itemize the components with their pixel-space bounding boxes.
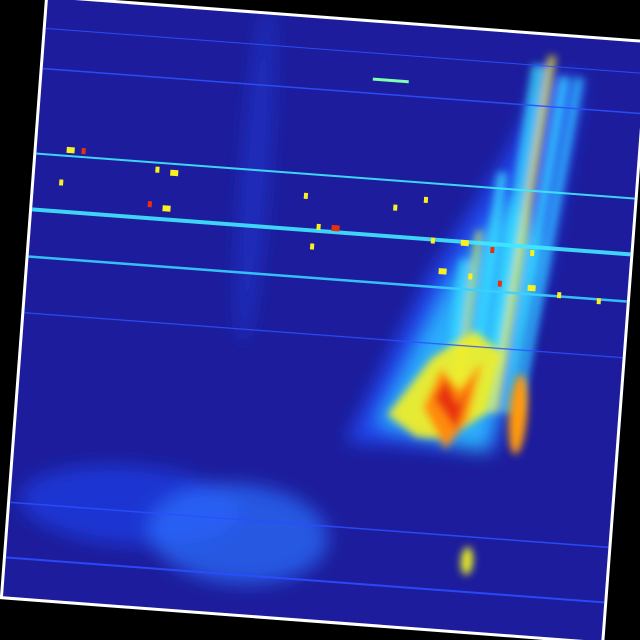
horizontal-line xyxy=(31,207,631,257)
data-marker xyxy=(596,298,602,305)
data-marker xyxy=(527,284,536,292)
vertical-streak xyxy=(489,55,557,413)
horizontal-line xyxy=(45,27,640,74)
horizontal-line xyxy=(5,556,605,604)
data-marker xyxy=(170,169,179,177)
data-marker xyxy=(497,280,503,287)
data-marker xyxy=(155,166,160,173)
horizontal-line xyxy=(28,255,627,303)
data-marker xyxy=(81,147,86,155)
data-marker xyxy=(468,273,473,280)
data-marker xyxy=(58,179,64,186)
hot-region xyxy=(387,330,528,575)
data-marker xyxy=(423,196,429,204)
data-marker xyxy=(331,224,340,232)
data-marker xyxy=(490,246,495,254)
data-marker xyxy=(438,268,447,275)
data-marker xyxy=(316,223,321,231)
horizontal-line xyxy=(42,67,640,115)
horizontal-line xyxy=(36,152,635,200)
data-marker xyxy=(393,204,398,211)
short-line xyxy=(372,77,409,84)
data-marker xyxy=(309,243,315,250)
vertical-streak xyxy=(478,64,547,413)
data-marker xyxy=(147,201,153,208)
data-marker xyxy=(66,146,75,154)
data-marker xyxy=(162,205,171,212)
data-marker xyxy=(430,237,436,244)
data-marker xyxy=(303,192,309,200)
horizontal-line xyxy=(24,312,623,359)
data-marker xyxy=(530,249,535,257)
data-marker xyxy=(460,239,470,247)
horizontal-line xyxy=(10,501,609,549)
data-marker xyxy=(556,292,562,299)
